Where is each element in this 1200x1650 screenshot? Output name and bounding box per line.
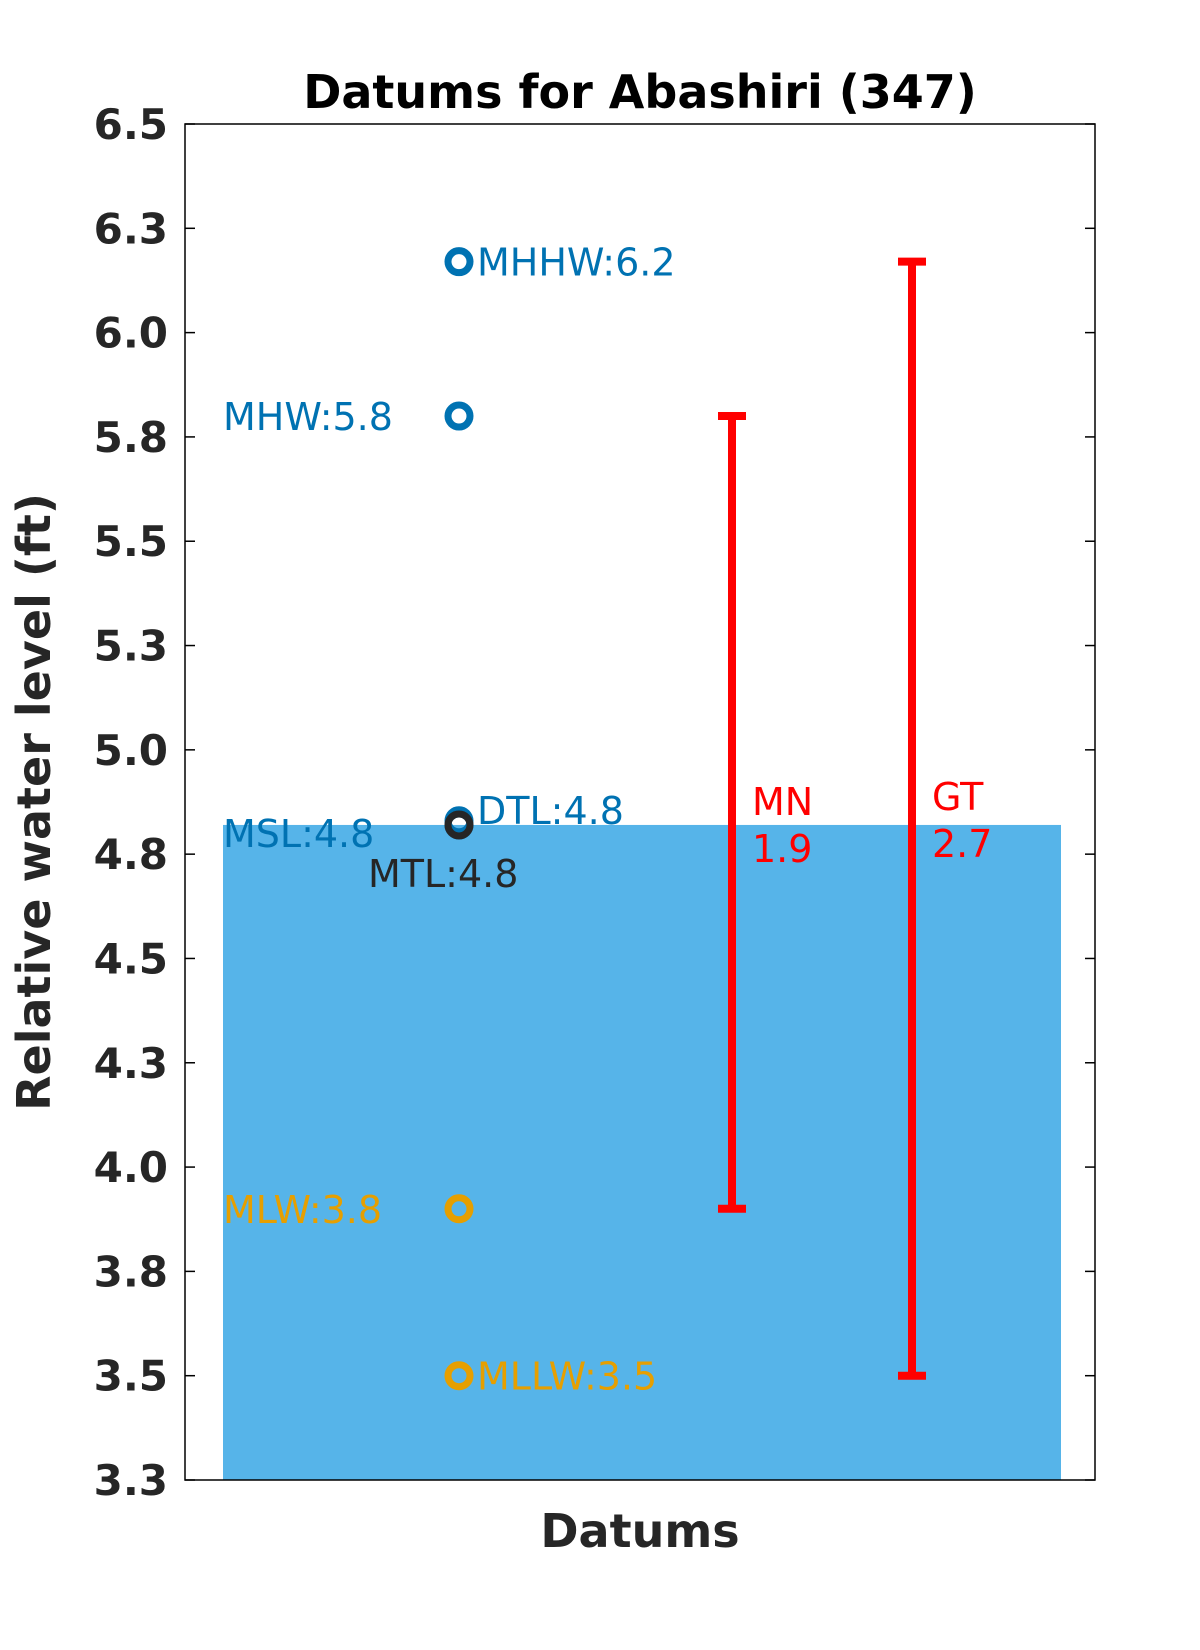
x-axis-label: Datums <box>540 1504 739 1558</box>
datum-marker <box>444 1361 474 1391</box>
water-level-fill <box>223 824 1061 1480</box>
datum-label: DTL:4.8 <box>477 789 624 833</box>
y-tick-label: 5.0 <box>94 726 168 775</box>
y-tick-label: 6.0 <box>94 309 168 358</box>
range-name-mn: MN <box>752 780 813 824</box>
y-tick-label: 3.5 <box>94 1352 168 1401</box>
y-tick-label: 4.8 <box>94 830 168 879</box>
y-tick-label: 5.3 <box>94 622 168 671</box>
datum-markers <box>444 247 474 1391</box>
y-tick-label: 3.8 <box>94 1247 168 1296</box>
plot-frame <box>184 123 1096 1481</box>
datum-marker <box>444 401 474 431</box>
datum-label: MSL:4.8 <box>223 812 374 856</box>
y-tick-label: 6.5 <box>94 100 168 149</box>
y-tick-label: 5.5 <box>94 517 168 566</box>
datum-label: MLLW:3.5 <box>477 1355 657 1399</box>
datum-labels: MHHW:6.2 MHW:5.8 MSL:4.8 DTL:4.8 MTL:4.8 MLW:… <box>223 241 676 1399</box>
datum-marker <box>444 1194 474 1224</box>
y-tick-label: 4.0 <box>94 1143 168 1192</box>
y-tick-label: 3.3 <box>94 1456 168 1505</box>
y-tick-label: 4.3 <box>94 1039 168 1088</box>
datum-label: MHW:5.8 <box>223 395 393 439</box>
y-tick-label: 6.3 <box>94 204 168 253</box>
datum-marker <box>444 810 474 840</box>
datum-label: MLW:3.8 <box>223 1188 382 1232</box>
datum-label: MHHW:6.2 <box>477 241 676 285</box>
y-axis-ticks: 6.5 6.3 6.0 5.8 5.5 5.3 5.0 4.8 4.5 4.3 4.0 3.8 3.5 3… <box>94 100 1095 1505</box>
y-axis-label: Relative water level (ft) <box>7 493 61 1111</box>
chart-title: Datums for Abashiri (347) <box>303 65 977 119</box>
tidal-ranges: MN1.9 GT2.7 <box>718 257 992 1380</box>
range-name-gt: GT <box>932 775 984 819</box>
datum-label: MTL:4.8 <box>368 852 518 896</box>
y-tick-label: 4.5 <box>94 934 168 983</box>
range-value-mn: 1.9 <box>752 827 812 871</box>
y-tick-label: 5.8 <box>94 413 168 462</box>
range-value-gt: 2.7 <box>932 822 992 866</box>
datum-marker <box>444 247 474 277</box>
